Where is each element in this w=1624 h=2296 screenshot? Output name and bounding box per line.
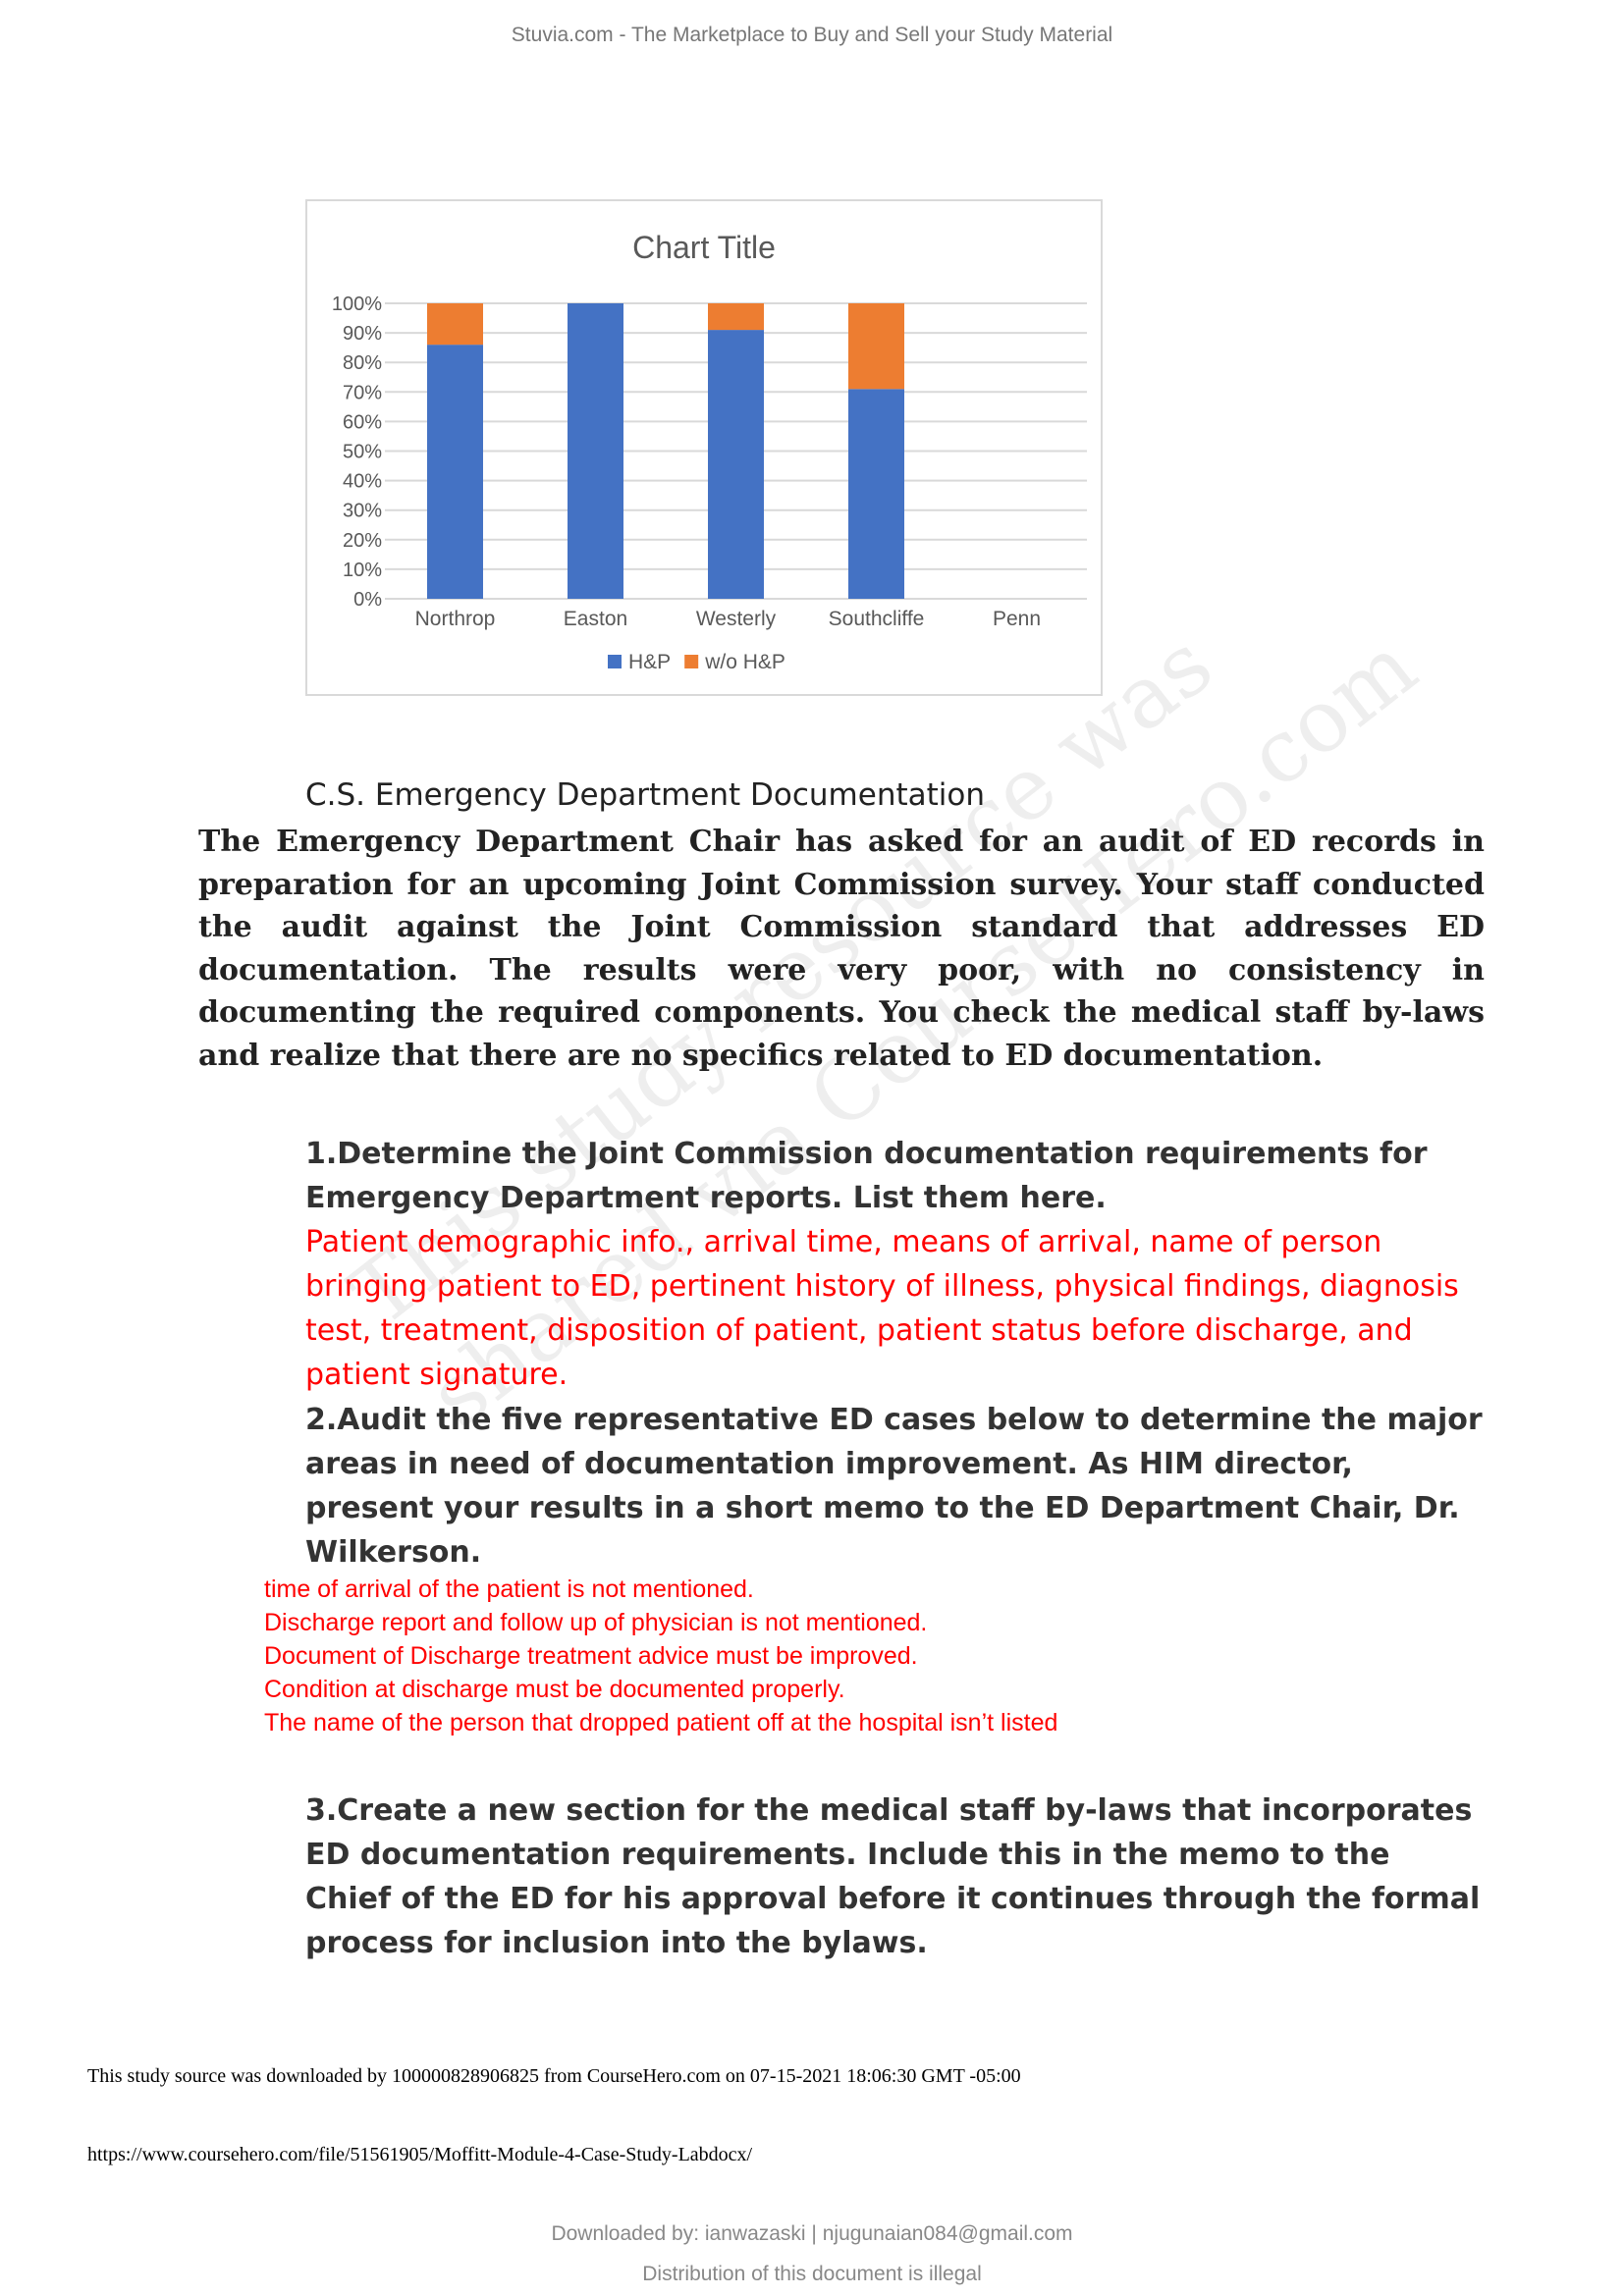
y-tick-label: 20% [343, 530, 382, 552]
finding-item: Document of Discharge treatment advice m… [264, 1642, 918, 1670]
finding-item: time of arrival of the patient is not me… [264, 1575, 754, 1603]
y-tick-label: 80% [343, 352, 382, 374]
finding-item: The name of the person that dropped pati… [264, 1709, 1058, 1736]
question-3: 3.Create a new section for the medical s… [305, 1793, 1481, 1960]
chart: Chart Title 0% 10% 20% 30% 40% 50% 60% 70% 80% 90… [305, 199, 1103, 696]
y-tick-label: 40% [343, 471, 382, 493]
question-1: 1.Determine the Joint Commission documen… [305, 1137, 1428, 1215]
question-2: 2.Audit the five representative ED cases… [305, 1403, 1483, 1570]
intro-paragraph: The Emergency Department Chair has asked… [198, 825, 1485, 1073]
findings-list: time of arrival of the patient is not me… [264, 1573, 1057, 1739]
bar-southcliffe-1 [848, 303, 904, 390]
finding-item: Condition at discharge must be documente… [264, 1676, 845, 1703]
bar-northrop-1 [427, 303, 483, 346]
y-tick-label: 0% [353, 589, 382, 611]
x-tick-label: Easton [564, 608, 627, 630]
y-tick-label: 50% [343, 442, 382, 463]
bar-westerly-0 [708, 330, 764, 599]
x-tick-label: Northrop [415, 608, 496, 630]
bar-southcliffe-0 [848, 389, 904, 599]
chart-title: Chart Title [632, 230, 776, 265]
x-tick-label: Southcliffe [829, 608, 925, 630]
chart-svg: Chart Title 0% 10% 20% 30% 40% 50% 60% 70% 80% 90… [332, 230, 1087, 673]
x-tick-label: Westerly [696, 608, 777, 630]
source-url[interactable]: https://www.coursehero.com/file/51561905… [87, 2144, 753, 2165]
bar-westerly-1 [708, 303, 764, 331]
bar-northrop-0 [427, 345, 483, 599]
downloaded-by: Downloaded by: ianwazaski | njugunaian08… [551, 2222, 1073, 2245]
page-header: Stuvia.com - The Marketplace to Buy and … [511, 24, 1113, 46]
legend-swatch [684, 655, 699, 668]
legend-label: w/o H&P [704, 651, 785, 673]
x-tick-label: Penn [993, 608, 1041, 630]
legend-swatch [608, 655, 622, 668]
y-tick-label: 100% [332, 294, 382, 315]
case-title: C.S. Emergency Department Documentation [305, 777, 986, 813]
y-tick-label: 90% [343, 323, 382, 345]
legend-label: H&P [628, 651, 671, 673]
finding-item: Discharge report and follow up of physic… [264, 1609, 928, 1636]
y-tick-label: 10% [343, 560, 382, 581]
y-tick-label: 30% [343, 501, 382, 522]
bar-easton-0 [568, 303, 623, 599]
source-note: This study source was downloaded by 1000… [87, 2065, 1021, 2087]
y-tick-label: 60% [343, 411, 382, 433]
distribution-notice: Distribution of this document is illegal [642, 2263, 982, 2285]
answer-1: Patient demographic info., arrival time,… [305, 1225, 1459, 1392]
y-tick-label: 70% [343, 382, 382, 403]
